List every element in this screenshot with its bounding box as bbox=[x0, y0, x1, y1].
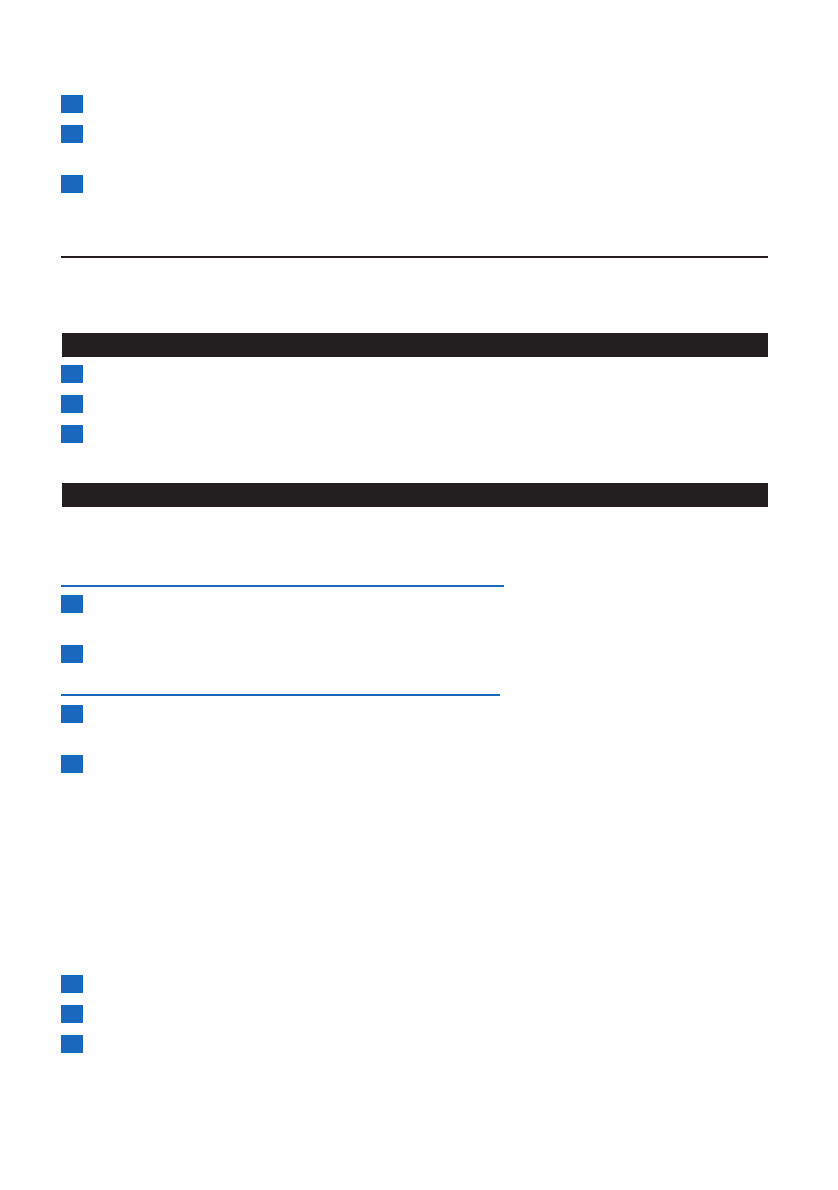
step-number-square-icon bbox=[61, 595, 83, 613]
step-number-square-icon bbox=[61, 1005, 83, 1023]
step-number-square-icon bbox=[61, 125, 83, 143]
step-number-square-icon bbox=[61, 705, 83, 723]
section-heading-bar bbox=[62, 333, 768, 357]
step-number-square-icon bbox=[61, 1035, 83, 1053]
subheading-rule bbox=[61, 694, 500, 696]
step-number-square-icon bbox=[61, 395, 83, 413]
step-number-square-icon bbox=[61, 365, 83, 383]
step-number-square-icon bbox=[61, 645, 83, 663]
section-divider bbox=[61, 256, 768, 258]
step-number-square-icon bbox=[61, 975, 83, 993]
step-number-square-icon bbox=[61, 95, 83, 113]
subheading-rule bbox=[61, 585, 504, 587]
step-number-square-icon bbox=[61, 425, 83, 443]
section-heading-bar bbox=[62, 483, 768, 507]
step-number-square-icon bbox=[61, 755, 83, 773]
step-number-square-icon bbox=[61, 175, 83, 193]
